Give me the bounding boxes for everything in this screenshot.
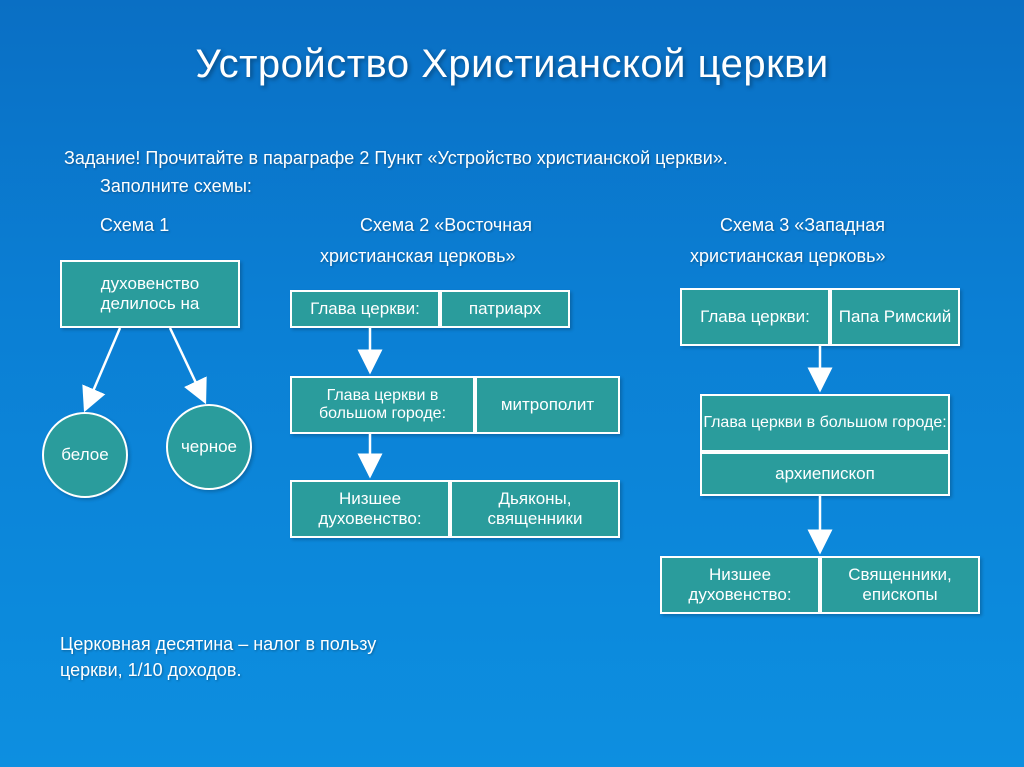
- task-line1: Задание! Прочитайте в параграфе 2 Пункт …: [64, 148, 728, 169]
- scheme3-row2-value: архиепископ: [700, 452, 950, 496]
- scheme1-root-box: духовенство делилось на: [60, 260, 240, 328]
- schema3-label-b: христианская церковь»: [690, 246, 886, 267]
- scheme2-row1-value: патриарх: [440, 290, 570, 328]
- scheme2-row2-label: Глава церкви в большом городе:: [290, 376, 475, 434]
- schema2-label-b: христианская церковь»: [320, 246, 516, 267]
- footer-line2: церкви, 1/10 доходов.: [60, 660, 241, 681]
- footer-line1: Церковная десятина – налог в пользу: [60, 634, 376, 655]
- scheme2-row2-value: митрополит: [475, 376, 620, 434]
- scheme2-row3-label: Низшее духовенство:: [290, 480, 450, 538]
- scheme1-left-circle: белое: [42, 412, 128, 498]
- task-line2: Заполните схемы:: [100, 176, 252, 197]
- scheme1-right-circle: черное: [166, 404, 252, 490]
- scheme2-row1-label: Глава церкви:: [290, 290, 440, 328]
- scheme2-row3-value: Дьяконы, священники: [450, 480, 620, 538]
- slide-title: Устройство Христианской церкви: [0, 0, 1024, 87]
- scheme3-row1-label: Глава церкви:: [680, 288, 830, 346]
- schema2-label-a: Схема 2 «Восточная: [360, 215, 532, 236]
- scheme3-row3-label: Низшее духовенство:: [660, 556, 820, 614]
- scheme3-row2-label: Глава церкви в большом городе:: [700, 394, 950, 452]
- scheme3-row3-value: Священники, епископы: [820, 556, 980, 614]
- schema1-label: Схема 1: [100, 215, 169, 236]
- scheme3-row1-value: Папа Римский: [830, 288, 960, 346]
- schema3-label-a: Схема 3 «Западная: [720, 215, 885, 236]
